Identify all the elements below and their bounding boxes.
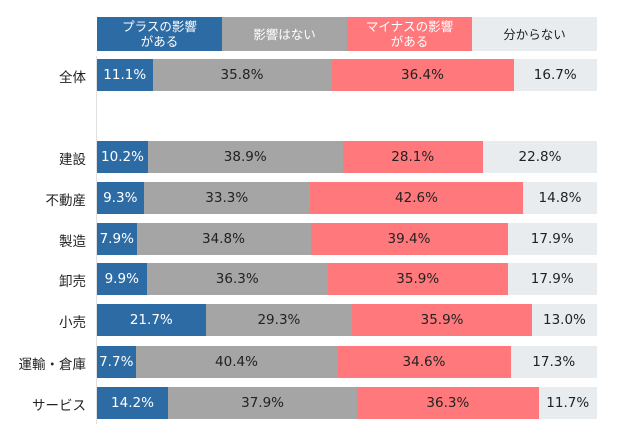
bar-segment: 11.1% — [97, 59, 153, 91]
bar-segment: 9.9% — [97, 263, 147, 295]
data-label: 10.2% — [101, 149, 144, 165]
data-label: 9.9% — [104, 271, 139, 287]
bar-segment: 9.3% — [97, 182, 144, 214]
category-label: 建設 — [59, 152, 86, 168]
data-label: 16.7% — [533, 67, 577, 83]
stacked-bar: 10.2% 38.9% 28.1% 22.8% — [97, 141, 597, 173]
category-label: 小売 — [59, 315, 86, 331]
data-label: 21.7% — [129, 312, 173, 328]
bar-segment: 40.4% — [135, 346, 338, 378]
data-label: 17.9% — [530, 271, 574, 287]
bar-segment: 38.9% — [148, 141, 343, 173]
data-label: 37.9% — [241, 395, 285, 411]
data-label: 13.0% — [542, 312, 586, 328]
bar-segment: 36.4% — [331, 59, 514, 91]
data-label: 29.3% — [257, 312, 301, 328]
bar-segment: 22.8% — [483, 141, 597, 173]
bar-segment: 16.7% — [513, 59, 597, 91]
data-label: 35.9% — [396, 271, 440, 287]
data-label: 34.6% — [402, 354, 446, 370]
data-label: 14.8% — [538, 190, 582, 206]
legend-item: マイナスの影響 がある — [347, 17, 472, 51]
bar-segment: 13.0% — [531, 304, 597, 336]
data-label: 11.7% — [546, 395, 590, 411]
bar-segment: 42.6% — [310, 182, 523, 214]
bar-segment: 37.9% — [167, 387, 358, 419]
bar-segment: 35.8% — [152, 59, 332, 91]
bar-segment: 14.8% — [523, 182, 597, 214]
stacked-bar: 7.7% 40.4% 34.6% 17.3% — [97, 346, 597, 378]
category-label: 全体 — [59, 70, 86, 86]
bar-segment: 39.4% — [310, 223, 508, 255]
bar-segment: 35.9% — [328, 263, 508, 295]
bar-segment: 35.9% — [352, 304, 532, 336]
category-label: 製造 — [59, 234, 86, 250]
data-label: 33.3% — [205, 190, 249, 206]
stacked-bar: 9.9% 36.3% 35.9% 17.9% — [97, 263, 597, 295]
bar-segment: 21.7% — [97, 304, 206, 336]
data-label: 34.8% — [202, 231, 245, 247]
category-axis-line — [96, 56, 97, 424]
legend: プラスの影響 がある 影響はない マイナスの影響 がある 分からない — [97, 17, 597, 51]
category-label: サービス — [32, 398, 86, 414]
bar-segment: 17.9% — [507, 263, 597, 295]
data-label: 11.1% — [103, 67, 147, 83]
data-label: 7.9% — [99, 231, 134, 247]
category-label: 不動産 — [45, 193, 87, 209]
data-label: 28.1% — [391, 149, 435, 165]
data-label: 17.3% — [532, 354, 576, 370]
bar-segment: 28.1% — [342, 141, 483, 173]
stacked-bar: 9.3% 33.3% 42.6% 14.8% — [97, 182, 597, 214]
data-label: 35.9% — [420, 312, 464, 328]
stacked-bar: 7.9% 34.8% 39.4% 17.9% — [97, 223, 597, 255]
stacked-bar: 11.1% 35.8% 36.4% 16.7% — [97, 59, 597, 91]
category-label: 卸売 — [59, 274, 86, 290]
stacked-bar: 21.7% 29.3% 35.9% 13.0% — [97, 304, 597, 336]
data-label: 36.3% — [215, 271, 259, 287]
bar-segment: 11.7% — [538, 387, 597, 419]
bar-segment: 36.3% — [146, 263, 328, 295]
bar-segment: 14.2% — [97, 387, 168, 419]
bar-segment: 34.8% — [136, 223, 311, 255]
bar-segment: 33.3% — [143, 182, 310, 214]
data-label: 17.9% — [530, 231, 574, 247]
bar-segment: 7.9% — [97, 223, 137, 255]
bar-segment: 17.9% — [507, 223, 597, 255]
bar-segment: 36.3% — [357, 387, 539, 419]
data-label: 22.8% — [518, 149, 562, 165]
data-label: 14.2% — [111, 395, 154, 411]
data-label: 36.3% — [426, 395, 470, 411]
bar-segment: 29.3% — [205, 304, 353, 336]
data-label: 40.4% — [215, 354, 258, 370]
legend-item: 分からない — [472, 17, 597, 51]
data-label: 9.3% — [103, 190, 138, 206]
data-label: 38.9% — [223, 149, 267, 165]
bar-segment: 10.2% — [97, 141, 148, 173]
bar-segment: 7.7% — [97, 346, 136, 378]
legend-item: プラスの影響 がある — [97, 17, 222, 51]
bar-segment: 34.6% — [337, 346, 511, 378]
legend-item: 影響はない — [222, 17, 347, 51]
data-label: 39.4% — [387, 231, 431, 247]
category-label: 運輸・倉庫 — [18, 357, 87, 373]
data-label: 36.4% — [401, 67, 444, 83]
stacked-bar: 14.2% 37.9% 36.3% 11.7% — [97, 387, 597, 419]
data-label: 42.6% — [395, 190, 438, 206]
data-label: 7.7% — [99, 354, 134, 370]
data-label: 35.8% — [220, 67, 264, 83]
bar-segment: 17.3% — [510, 346, 597, 378]
